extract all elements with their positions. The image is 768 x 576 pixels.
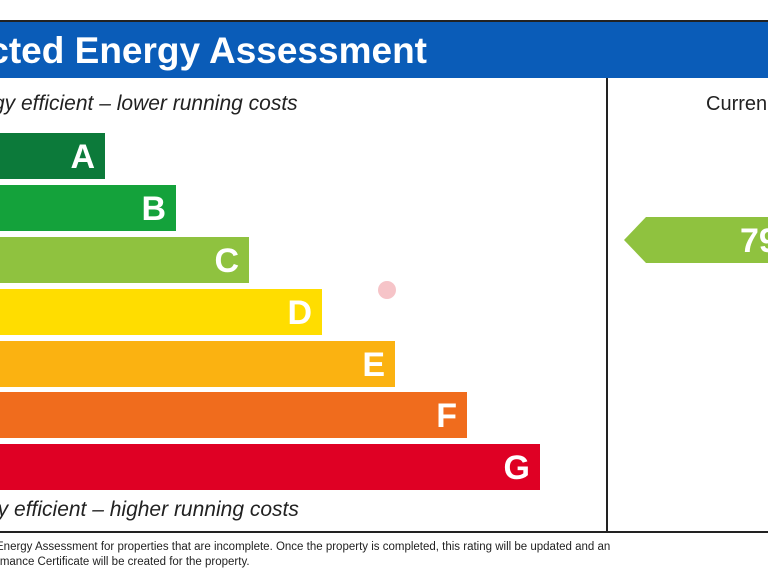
band-a-letter: A xyxy=(70,138,95,176)
current-rating-value: 79 xyxy=(740,222,768,260)
top-caption: rgy efficient – lower running costs xyxy=(0,92,298,115)
footer-line-2: rmance Certificate will be created for t… xyxy=(0,556,250,568)
band-c: C xyxy=(0,237,249,283)
current-rating-arrow: 79 xyxy=(624,217,768,263)
band-g-letter: G xyxy=(503,449,530,487)
band-e-letter: E xyxy=(362,346,385,384)
assessment-title: icted Energy Assessment xyxy=(0,30,427,71)
band-d: D xyxy=(0,289,322,335)
current-column-label: Curren xyxy=(706,93,768,115)
band-b: B xyxy=(0,185,176,231)
assessment-header: icted Energy Assessment xyxy=(0,22,768,78)
band-e: E xyxy=(0,341,395,387)
footer-note: Energy Assessment for properties that ar… xyxy=(0,540,768,570)
footer-line-1: Energy Assessment for properties that ar… xyxy=(0,541,611,553)
band-a: A xyxy=(0,133,105,179)
band-d-letter: D xyxy=(287,294,312,332)
band-f: F xyxy=(0,392,467,438)
column-divider xyxy=(606,78,608,532)
band-g: G xyxy=(0,444,540,490)
marker-dot xyxy=(378,281,396,299)
band-c-letter: C xyxy=(214,242,239,280)
bottom-caption: gy efficient – higher running costs xyxy=(0,498,299,521)
band-b-letter: B xyxy=(141,190,166,228)
assessment-frame xyxy=(0,20,768,533)
band-f-letter: F xyxy=(436,397,457,435)
